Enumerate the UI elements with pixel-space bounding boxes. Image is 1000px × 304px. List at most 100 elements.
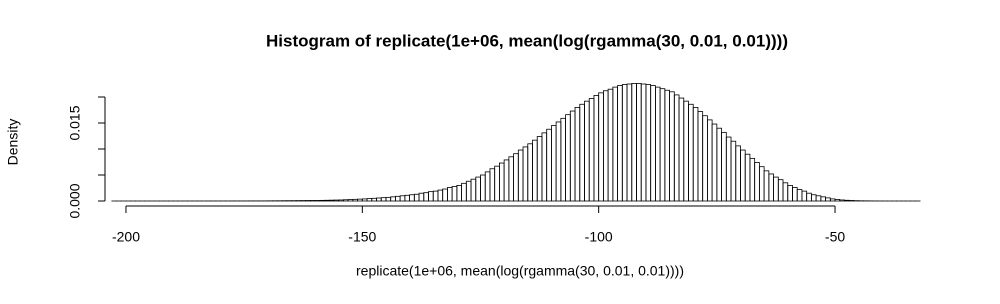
bar	[820, 196, 826, 202]
bar	[390, 196, 396, 202]
bar	[834, 199, 841, 202]
bar	[617, 85, 623, 202]
bar	[385, 196, 392, 202]
bar	[749, 157, 756, 202]
bar	[806, 192, 812, 202]
bar	[612, 86, 618, 202]
bar	[721, 131, 727, 202]
bar	[579, 103, 585, 202]
bar	[508, 156, 514, 202]
bar	[631, 83, 637, 202]
bar	[706, 119, 713, 202]
bar	[499, 162, 505, 202]
bar	[338, 199, 344, 202]
bar	[494, 165, 500, 202]
bar	[480, 174, 486, 202]
bar	[376, 197, 382, 202]
bar	[669, 91, 675, 202]
bar	[735, 145, 741, 202]
bar	[541, 132, 548, 202]
bar	[442, 188, 448, 202]
bar	[810, 194, 817, 202]
bar	[413, 193, 420, 202]
bar	[409, 194, 415, 202]
bar	[673, 94, 680, 202]
bar	[607, 88, 614, 202]
x-axis-label: replicate(1e+06, mean(log(rgamma(30, 0.0…	[356, 263, 684, 279]
bar	[428, 191, 434, 202]
bar	[584, 100, 590, 202]
bar	[683, 100, 689, 202]
bar	[730, 140, 737, 202]
bar	[621, 84, 628, 202]
bar	[702, 115, 708, 202]
bar	[574, 107, 581, 202]
bar	[555, 121, 562, 202]
x-tick-label: -50	[825, 229, 845, 245]
bar	[588, 98, 595, 202]
bar	[470, 178, 477, 202]
chart-title: Histogram of replicate(1e+06, mean(log(r…	[266, 31, 788, 50]
bar	[319, 199, 325, 202]
bar	[484, 171, 491, 202]
bar	[825, 197, 831, 202]
bar	[688, 103, 694, 202]
bar	[725, 136, 732, 202]
bar	[664, 89, 670, 202]
bar	[361, 198, 368, 202]
bar	[782, 182, 789, 202]
bar	[333, 199, 340, 202]
bar	[309, 200, 316, 202]
bar	[692, 107, 699, 202]
bar	[551, 125, 557, 202]
bar	[758, 166, 765, 202]
bar	[366, 198, 373, 202]
bar	[650, 85, 656, 202]
bar	[848, 200, 855, 202]
bar	[357, 198, 363, 202]
bar	[801, 190, 808, 202]
bar	[404, 194, 410, 202]
bar	[754, 162, 760, 202]
bar	[773, 176, 779, 202]
bar	[343, 199, 349, 202]
bar	[418, 192, 425, 202]
bar	[815, 195, 822, 202]
bar	[371, 197, 377, 202]
bar	[603, 90, 609, 202]
y-tick-label: 0.015	[67, 105, 83, 140]
y-axis-label: Density	[5, 119, 21, 166]
x-tick-label: -100	[585, 229, 613, 245]
bar	[796, 189, 803, 202]
x-tick-label: -150	[348, 229, 376, 245]
bar	[399, 195, 406, 202]
bar	[711, 123, 718, 202]
bar	[645, 84, 652, 202]
bar	[517, 149, 524, 202]
bar	[697, 111, 704, 202]
bar	[513, 153, 519, 202]
bar	[560, 117, 566, 202]
y-tick-label: 0.000	[67, 183, 83, 218]
bar	[716, 127, 722, 202]
bar	[593, 95, 600, 202]
bar	[352, 198, 358, 202]
bar	[744, 153, 751, 202]
bar	[465, 180, 472, 202]
bar	[839, 199, 845, 202]
bar	[829, 198, 836, 202]
bar	[777, 179, 784, 202]
bar	[536, 136, 543, 202]
bar	[763, 170, 770, 202]
bar	[792, 187, 798, 202]
bar	[532, 139, 538, 202]
bar	[328, 199, 335, 202]
bar	[451, 186, 458, 202]
bar	[395, 195, 401, 202]
bar	[659, 88, 666, 202]
bar	[324, 199, 330, 202]
bar	[423, 192, 429, 202]
bar	[569, 110, 576, 202]
bar	[380, 197, 387, 202]
